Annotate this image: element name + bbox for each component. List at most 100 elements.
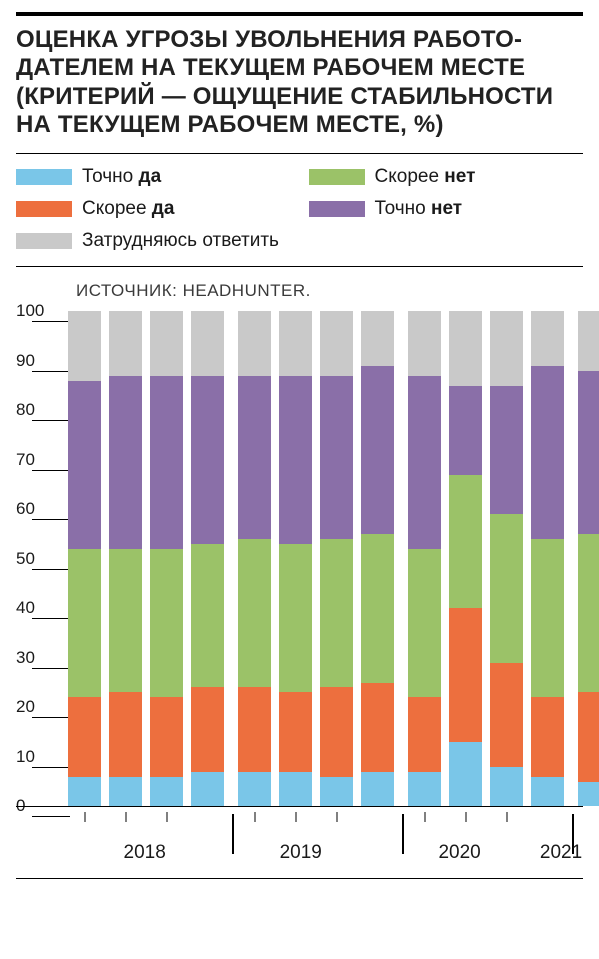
segment-definitely_no [279, 376, 312, 544]
y-tick: 30 [16, 648, 64, 668]
segment-definitely_no [191, 376, 224, 544]
segment-rather_yes [490, 663, 523, 767]
stacked-bar-chart: 0102030405060708090100 2018201920202021 [16, 311, 583, 866]
chart-title: ОЦЕНКА УГРОЗЫ УВОЛЬНЕНИЯ РАБОТО-ДАТЕЛЕМ … [16, 16, 583, 153]
bar [68, 311, 101, 806]
legend-swatch [16, 233, 72, 249]
y-tick: 40 [16, 598, 64, 618]
segment-definitely_yes [490, 767, 523, 807]
y-tick: 50 [16, 549, 64, 569]
segment-definitely_yes [68, 777, 101, 807]
segment-rather_no [578, 534, 599, 692]
bar-group-2021 [572, 311, 599, 806]
segment-definitely_no [361, 366, 394, 534]
y-tick: 80 [16, 400, 64, 420]
segment-rather_no [191, 544, 224, 688]
segment-definitely_yes [449, 742, 482, 806]
y-tick: 90 [16, 351, 64, 371]
segment-definitely_no [109, 376, 142, 549]
segment-rather_no [109, 549, 142, 693]
segment-definitely_yes [191, 772, 224, 807]
segment-rather_no [531, 539, 564, 697]
segment-dont_know [361, 311, 394, 365]
legend-label: Затрудняюсь ответить [82, 230, 279, 252]
segment-definitely_no [578, 371, 599, 534]
segment-dont_know [109, 311, 142, 375]
bottom-rule [16, 878, 583, 879]
legend-item-rather_yes: Скорее да [16, 198, 291, 220]
segment-definitely_no [150, 376, 183, 549]
segment-definitely_yes [531, 777, 564, 807]
bar [109, 311, 142, 806]
bar [191, 311, 224, 806]
x-axis-line [16, 806, 583, 807]
segment-rather_yes [109, 692, 142, 776]
legend-item-dont_know: Затрудняюсь ответить [16, 230, 583, 252]
bar-group-2020 [402, 311, 572, 806]
bar [279, 311, 312, 806]
segment-rather_no [279, 544, 312, 693]
segment-dont_know [531, 311, 564, 365]
legend-label: Скорее нет [375, 166, 476, 188]
segment-definitely_yes [109, 777, 142, 807]
legend-item-definitely_no: Точно нет [309, 198, 584, 220]
legend-swatch [16, 201, 72, 217]
segment-rather_yes [578, 692, 599, 781]
segment-definitely_yes [279, 772, 312, 807]
segment-rather_yes [320, 687, 353, 776]
segment-rather_yes [150, 697, 183, 776]
y-tick: 20 [16, 697, 64, 717]
segment-rather_no [449, 475, 482, 609]
bar [490, 311, 523, 806]
legend-item-definitely_yes: Точно да [16, 166, 291, 188]
segment-dont_know [279, 311, 312, 375]
segment-rather_yes [449, 608, 482, 742]
x-label-2019: 2019 [221, 842, 380, 864]
segment-definitely_no [320, 376, 353, 539]
segment-dont_know [578, 311, 599, 370]
bar [449, 311, 482, 806]
segment-definitely_no [449, 386, 482, 475]
legend-label: Точно да [82, 166, 161, 188]
legend-label: Скорее да [82, 198, 174, 220]
segment-rather_no [68, 549, 101, 698]
segment-definitely_no [238, 376, 271, 539]
x-label-2021: 2021 [539, 842, 583, 864]
y-tick: 70 [16, 450, 64, 470]
segment-dont_know [449, 311, 482, 385]
segment-rather_yes [279, 692, 312, 771]
segment-rather_no [361, 534, 394, 683]
legend-swatch [309, 169, 365, 185]
segment-dont_know [408, 311, 441, 375]
segment-dont_know [68, 311, 101, 380]
y-tick: 10 [16, 747, 64, 767]
bar [531, 311, 564, 806]
legend-label: Точно нет [375, 198, 463, 220]
x-label-2018: 2018 [68, 842, 221, 864]
segment-rather_no [320, 539, 353, 688]
segment-rather_no [150, 549, 183, 698]
bar [150, 311, 183, 806]
segment-dont_know [320, 311, 353, 375]
segment-dont_know [490, 311, 523, 385]
segment-definitely_no [531, 366, 564, 539]
segment-rather_no [238, 539, 271, 688]
segment-definitely_no [68, 381, 101, 549]
legend-swatch [16, 169, 72, 185]
legend-item-rather_no: Скорее нет [309, 166, 584, 188]
segment-rather_yes [361, 683, 394, 772]
bar [408, 311, 441, 806]
segment-rather_no [408, 549, 441, 698]
segment-dont_know [150, 311, 183, 375]
legend: Точно да Скорее нет Скорее да Точно нет Затр… [16, 154, 583, 266]
bar [361, 311, 394, 806]
segment-rather_yes [191, 687, 224, 771]
y-tick: 60 [16, 499, 64, 519]
x-axis-labels: 2018201920202021 [68, 842, 583, 864]
segment-rather_yes [531, 697, 564, 776]
bar-group-2018 [68, 311, 232, 806]
segment-definitely_yes [578, 782, 599, 807]
segment-definitely_yes [150, 777, 183, 807]
bar [238, 311, 271, 806]
source-label: ИСТОЧНИК: HEADHUNTER. [16, 267, 583, 305]
